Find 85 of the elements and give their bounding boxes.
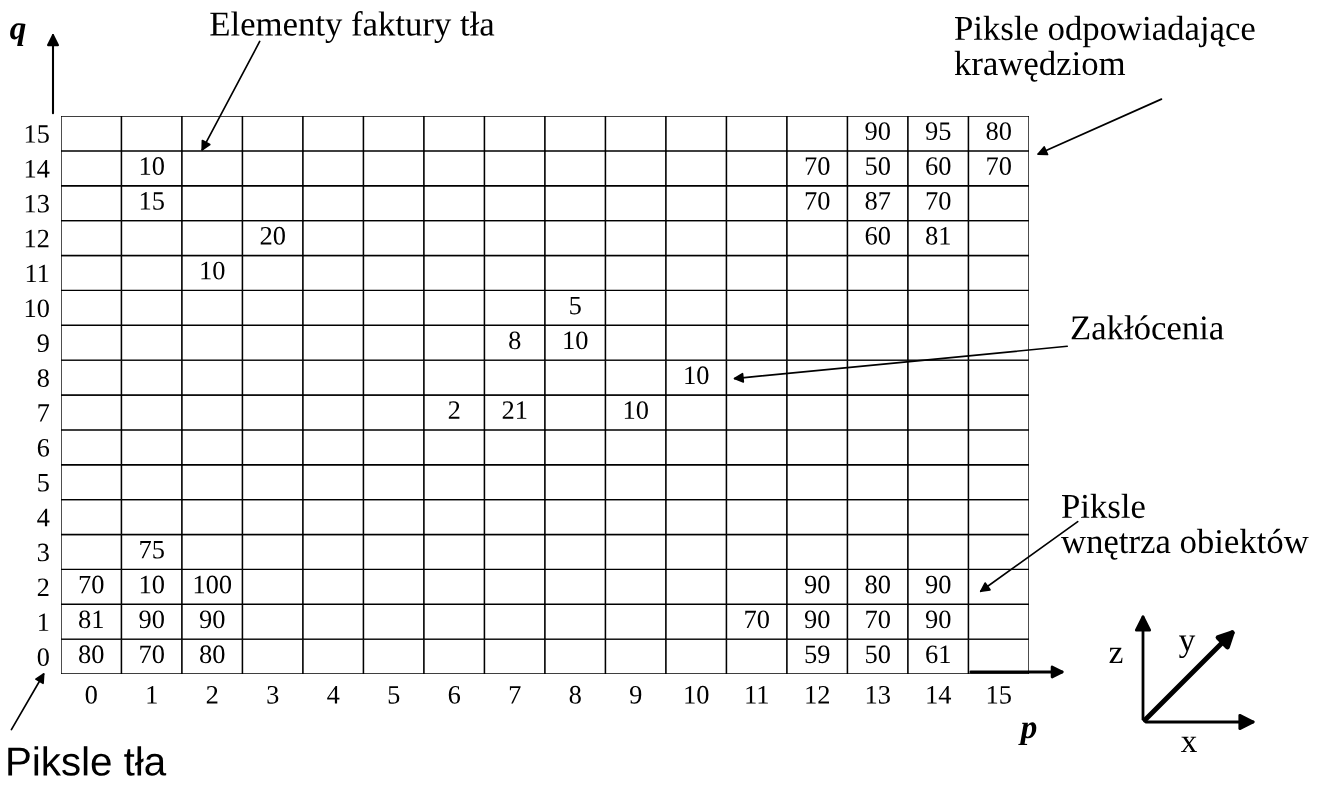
x-tick-label: 2 bbox=[206, 685, 218, 704]
data-label: 80 bbox=[200, 645, 225, 664]
data-label: 90 bbox=[804, 575, 830, 594]
x-tick-label: 15 bbox=[987, 686, 1011, 704]
text: Piksle wnętrza obiektów bbox=[1061, 493, 1309, 560]
y-axis-title: q bbox=[10, 23, 26, 47]
data-label: 10 bbox=[140, 157, 164, 175]
y-tick-label: 9 bbox=[37, 334, 49, 353]
data-label: 10 bbox=[564, 331, 588, 350]
data-label: 90 bbox=[925, 575, 951, 594]
data-label: 50 bbox=[866, 645, 890, 664]
data-label: 80 bbox=[986, 122, 1011, 141]
y-tick-label: 0 bbox=[37, 648, 49, 666]
text: Elementy faktury tła bbox=[210, 11, 495, 43]
text: x bbox=[1180, 736, 1197, 753]
text: Piksle tła bbox=[8, 746, 167, 776]
text: y bbox=[1179, 635, 1196, 659]
y-tick-label: 15 bbox=[25, 125, 49, 143]
data-label: 59 bbox=[805, 645, 830, 664]
data-label: 50 bbox=[866, 157, 890, 175]
y-tick-label: 14 bbox=[25, 160, 50, 178]
data-label: 95 bbox=[925, 122, 951, 141]
data-label: 61 bbox=[926, 645, 950, 664]
data-label: 2 bbox=[448, 401, 460, 419]
x-tick-label: 6 bbox=[448, 685, 461, 704]
data-label: 8 bbox=[509, 331, 521, 350]
data-label: 80 bbox=[79, 645, 104, 664]
data-label: 5 bbox=[570, 296, 581, 315]
x-tick-label: 5 bbox=[388, 686, 400, 704]
y-tick-label: 1 bbox=[39, 613, 49, 631]
data-label: 70 bbox=[79, 575, 104, 594]
x-tick-label: 10 bbox=[685, 685, 709, 704]
data-label: 70 bbox=[805, 191, 830, 210]
x-axis-title: p bbox=[1018, 722, 1037, 746]
data-label: 70 bbox=[140, 645, 164, 664]
data-label: 75 bbox=[140, 541, 164, 559]
data-label: 60 bbox=[865, 226, 890, 245]
data-label: 20 bbox=[260, 226, 285, 245]
data-label: 81 bbox=[79, 610, 103, 629]
data-label: 70 bbox=[987, 157, 1011, 175]
data-label: 90 bbox=[199, 610, 225, 629]
data-label: 10 bbox=[624, 401, 648, 420]
x-tick-label: 7 bbox=[509, 686, 521, 704]
data-label: 10 bbox=[201, 261, 225, 280]
data-label: 90 bbox=[865, 122, 890, 141]
x-tick-label: 14 bbox=[927, 686, 952, 704]
y-tick-label: 4 bbox=[37, 508, 50, 527]
y-tick-label: 8 bbox=[37, 369, 49, 387]
y-tick-label: 6 bbox=[37, 438, 50, 457]
text: Zakłócenia bbox=[1071, 315, 1224, 340]
x-tick-label: 8 bbox=[569, 685, 581, 704]
data-label: 81 bbox=[926, 226, 950, 245]
y-tick-label: 13 bbox=[25, 194, 49, 213]
data-label: 70 bbox=[926, 191, 951, 210]
data-label: 90 bbox=[139, 610, 164, 629]
data-label: 80 bbox=[865, 575, 890, 594]
x-tick-label: 3 bbox=[267, 685, 279, 704]
data-label: 90 bbox=[925, 610, 951, 629]
text: Piksle odpowiadające krawędziom bbox=[954, 15, 1255, 82]
y-tick-label: 5 bbox=[38, 474, 49, 492]
data-label: 60 bbox=[926, 157, 951, 175]
data-label: 87 bbox=[865, 191, 891, 210]
y-tick-label: 10 bbox=[25, 299, 49, 318]
data-label: 70 bbox=[866, 610, 890, 629]
data-label: 70 bbox=[745, 610, 769, 629]
y-tick-label: 3 bbox=[37, 543, 49, 562]
x-tick-label: 1 bbox=[147, 686, 157, 704]
data-label: 21 bbox=[502, 401, 527, 419]
data-label: 90 bbox=[804, 610, 830, 629]
x-tick-label: 0 bbox=[85, 685, 97, 704]
data-label: 10 bbox=[140, 575, 164, 594]
data-label: 15 bbox=[140, 192, 164, 210]
data-label: 100 bbox=[194, 575, 232, 594]
y-tick-label: 12 bbox=[25, 229, 49, 248]
x-tick-label: 9 bbox=[630, 685, 642, 704]
x-tick-label: 11 bbox=[746, 686, 768, 704]
y-tick-label: 11 bbox=[26, 264, 49, 283]
text: z bbox=[1109, 647, 1123, 664]
data-label: 10 bbox=[685, 366, 709, 385]
x-tick-label: 4 bbox=[327, 686, 340, 704]
y-tick-label: 7 bbox=[38, 404, 50, 422]
y-tick-label: 2 bbox=[37, 578, 49, 596]
x-tick-label: 13 bbox=[866, 685, 890, 704]
x-tick-label: 12 bbox=[806, 685, 829, 704]
data-label: 70 bbox=[805, 157, 830, 175]
